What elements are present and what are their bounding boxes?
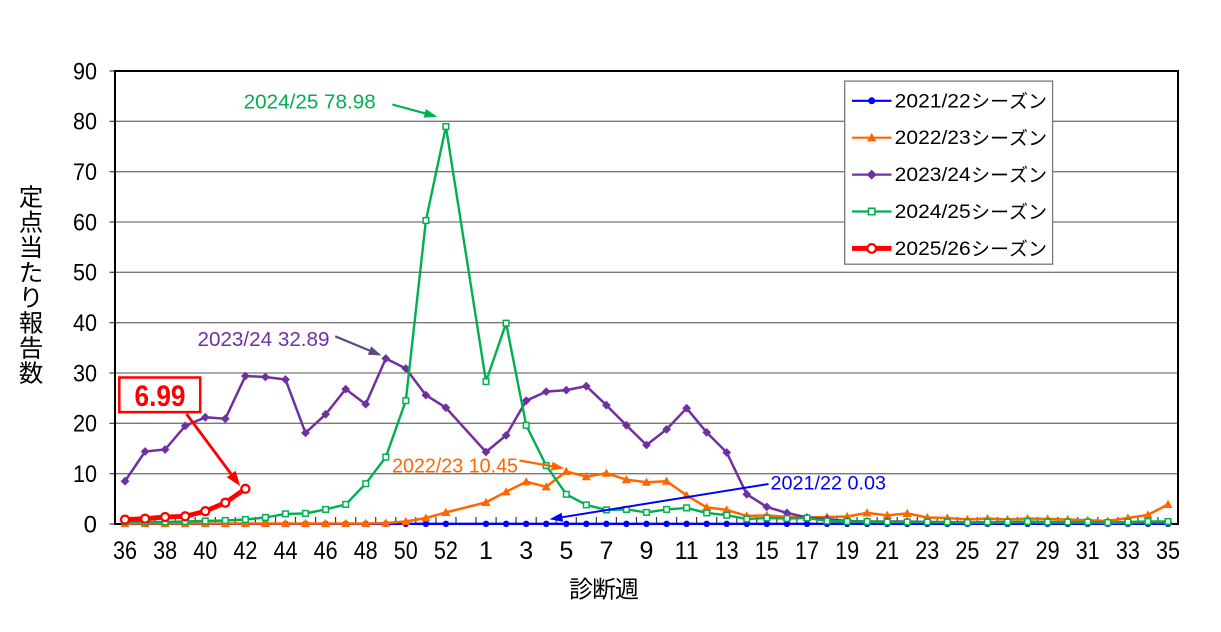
svg-text:2022/23 10.45: 2022/23 10.45 xyxy=(392,455,518,477)
svg-text:42: 42 xyxy=(233,537,257,565)
svg-text:19: 19 xyxy=(835,537,859,565)
svg-text:50: 50 xyxy=(394,537,418,565)
svg-text:2025/26: 2025/26 xyxy=(895,239,971,260)
svg-text:2021/22: 2021/22 xyxy=(895,91,971,112)
svg-text:2024/25 78.98: 2024/25 78.98 xyxy=(244,91,376,113)
svg-text:35: 35 xyxy=(1156,537,1180,565)
svg-text:1: 1 xyxy=(479,537,493,565)
svg-text:2021/22 0.03: 2021/22 0.03 xyxy=(771,474,887,495)
svg-text:40: 40 xyxy=(73,310,97,337)
svg-text:70: 70 xyxy=(73,159,97,186)
svg-text:9: 9 xyxy=(640,537,654,565)
svg-text:80: 80 xyxy=(73,109,97,136)
svg-text:52: 52 xyxy=(434,537,458,565)
svg-text:5: 5 xyxy=(559,537,573,565)
svg-text:3: 3 xyxy=(519,537,533,565)
svg-text:10: 10 xyxy=(73,461,97,488)
svg-text:15: 15 xyxy=(755,537,779,565)
svg-text:29: 29 xyxy=(1036,537,1060,565)
svg-text:25: 25 xyxy=(955,537,979,565)
svg-text:60: 60 xyxy=(73,209,97,236)
svg-text:0: 0 xyxy=(84,511,97,538)
svg-text:30: 30 xyxy=(73,360,97,387)
svg-text:21: 21 xyxy=(875,537,899,565)
svg-text:90: 90 xyxy=(73,58,97,85)
svg-text:27: 27 xyxy=(996,537,1020,565)
svg-text:44: 44 xyxy=(274,537,298,565)
svg-text:40: 40 xyxy=(193,537,217,565)
svg-text:2023/24 32.89: 2023/24 32.89 xyxy=(198,329,330,351)
svg-text:7: 7 xyxy=(599,537,613,565)
svg-text:17: 17 xyxy=(795,537,819,565)
svg-text:2024/25: 2024/25 xyxy=(895,202,971,223)
svg-text:48: 48 xyxy=(354,537,378,565)
svg-text:6.99: 6.99 xyxy=(135,380,186,413)
svg-text:38: 38 xyxy=(153,537,177,565)
svg-text:36: 36 xyxy=(113,537,137,565)
svg-text:46: 46 xyxy=(314,537,338,565)
svg-text:13: 13 xyxy=(715,537,739,565)
svg-text:2023/24: 2023/24 xyxy=(895,165,971,186)
svg-text:31: 31 xyxy=(1076,537,1100,565)
svg-text:33: 33 xyxy=(1116,537,1140,565)
svg-text:20: 20 xyxy=(73,411,97,438)
svg-text:11: 11 xyxy=(675,537,699,565)
svg-text:50: 50 xyxy=(73,260,97,287)
svg-text:2022/23: 2022/23 xyxy=(895,128,971,149)
svg-text:23: 23 xyxy=(915,537,939,565)
